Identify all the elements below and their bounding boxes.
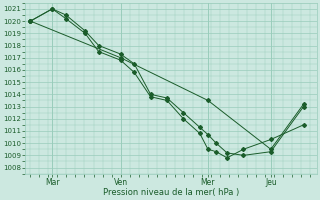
X-axis label: Pression niveau de la mer( hPa ): Pression niveau de la mer( hPa ) (103, 188, 239, 197)
